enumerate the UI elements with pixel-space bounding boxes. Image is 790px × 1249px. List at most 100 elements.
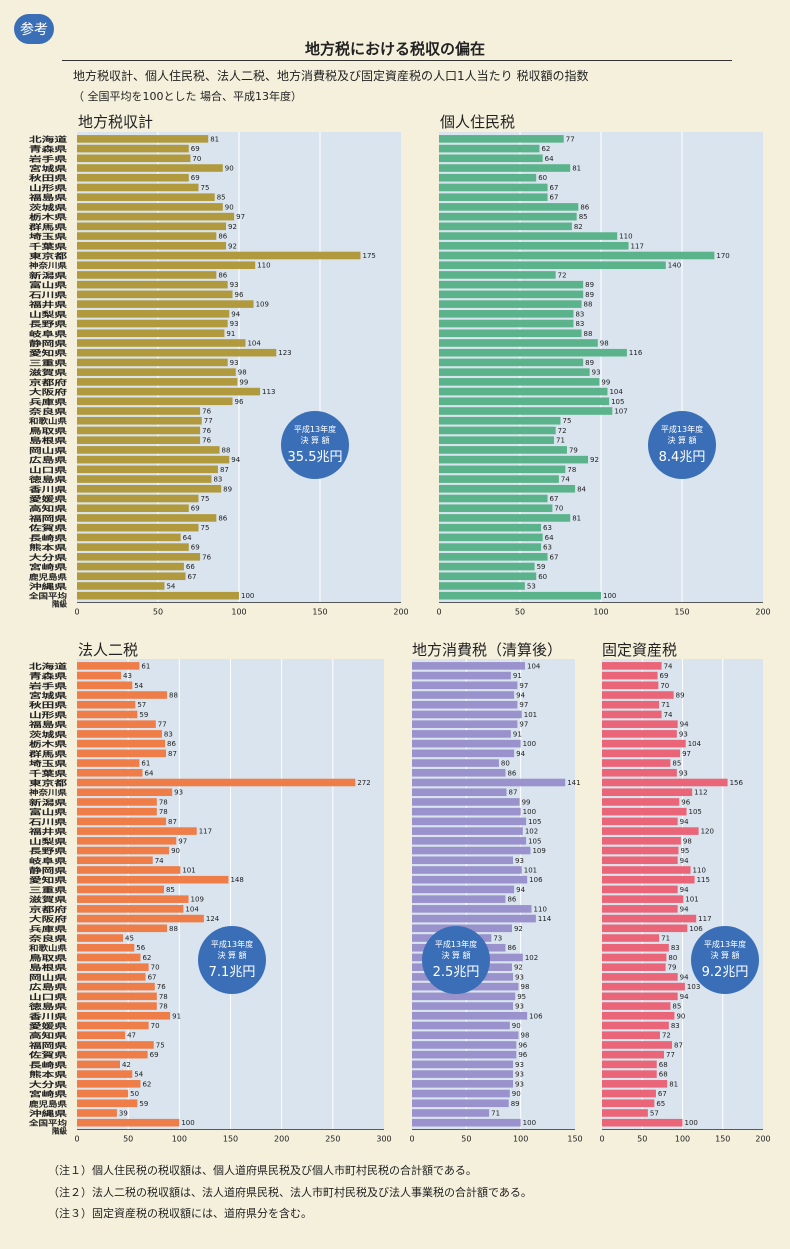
data-label: 86	[218, 514, 227, 522]
data-label: 83	[575, 320, 584, 328]
category-label: 栃木県	[29, 739, 68, 749]
tick-label: 50	[637, 1135, 647, 1144]
bar	[412, 866, 522, 874]
bar	[439, 144, 540, 153]
bar	[602, 905, 678, 913]
bar	[439, 475, 559, 483]
data-label: 93	[515, 857, 524, 865]
bar	[77, 212, 235, 221]
bar	[602, 895, 684, 903]
data-label: 94	[516, 750, 525, 758]
data-label: 85	[217, 194, 226, 202]
bar	[439, 533, 543, 542]
bar	[439, 251, 715, 260]
data-label: 59	[139, 711, 148, 719]
category-label: 三重県	[29, 884, 68, 894]
bar	[602, 1089, 656, 1098]
bar	[77, 671, 122, 680]
bar	[77, 963, 149, 971]
data-label: 109	[532, 847, 545, 855]
tick-label: 0	[74, 1135, 79, 1144]
data-label: 112	[694, 789, 707, 797]
data-label: 117	[631, 242, 644, 250]
data-label: 83	[671, 944, 680, 952]
bar	[439, 553, 548, 561]
data-label: 75	[201, 184, 210, 192]
bar	[439, 280, 584, 289]
category-label: 滋賀県	[29, 894, 68, 904]
data-label: 101	[524, 866, 537, 874]
data-label: 106	[529, 1012, 543, 1020]
data-label: 93	[592, 369, 601, 377]
tick-label: 50	[461, 1135, 471, 1144]
callout-line1: 平成13年度	[704, 939, 746, 949]
bar	[412, 788, 507, 797]
bar	[412, 1011, 528, 1020]
bar	[412, 720, 518, 728]
data-label: 54	[166, 582, 175, 590]
data-label: 107	[614, 408, 627, 416]
data-label: 89	[676, 692, 685, 700]
data-label: 114	[538, 915, 552, 923]
data-label: 93	[174, 789, 183, 797]
category-label: 大阪府	[29, 914, 68, 924]
bar	[602, 992, 678, 1001]
category-label: 徳島県	[27, 1001, 68, 1011]
data-label: 105	[611, 398, 624, 406]
bar	[412, 662, 526, 670]
category-label: 福岡県	[27, 513, 68, 523]
category-label: 福井県	[27, 299, 68, 309]
data-label: 88	[169, 925, 178, 933]
callout-bubble	[691, 926, 759, 994]
bar	[439, 348, 627, 357]
bar	[439, 484, 576, 493]
bar	[77, 475, 212, 483]
tick-label: 250	[325, 1135, 340, 1144]
callout-bubble	[422, 926, 490, 994]
callout-line2: 決 算 額	[217, 950, 246, 960]
bar	[77, 1050, 148, 1059]
data-label: 59	[537, 563, 546, 571]
tick-label: 0	[409, 1135, 414, 1144]
bar	[412, 827, 523, 835]
bar	[77, 1099, 138, 1108]
data-label: 95	[680, 847, 689, 855]
category-label: 和歌山県	[29, 416, 68, 426]
bar	[77, 368, 236, 376]
bar	[412, 691, 515, 699]
category-label: 香川県	[27, 484, 68, 494]
category-label: 北海道	[29, 661, 68, 671]
bar	[77, 681, 133, 690]
category-label: 愛知県	[29, 875, 68, 885]
bar	[412, 846, 531, 855]
category-label: 京都府	[29, 377, 68, 387]
category-label: 埼玉県	[29, 758, 68, 768]
category-label: 茨城県	[29, 729, 68, 739]
data-label: 104	[688, 740, 702, 748]
reference-badge: 参考	[14, 14, 54, 44]
data-label: 103	[687, 983, 700, 991]
data-label: 75	[156, 1041, 165, 1049]
callout-line2: 決 算 額	[710, 950, 739, 960]
category-label: 兵庫県	[29, 923, 68, 933]
tick-label: 0	[74, 608, 79, 617]
bar	[77, 319, 228, 328]
plot-area-4	[412, 659, 575, 1130]
bar	[602, 807, 687, 816]
category-label: 岐阜県	[29, 855, 68, 865]
tick-label: 150	[567, 1135, 582, 1144]
data-label: 96	[518, 1051, 527, 1059]
data-label: 76	[157, 983, 166, 991]
bar	[602, 827, 699, 835]
category-label: 長崎県	[29, 1059, 68, 1069]
data-label: 94	[680, 886, 689, 894]
data-label: 77	[666, 1051, 675, 1059]
data-label: 90	[225, 165, 234, 173]
data-label: 74	[664, 662, 673, 670]
data-label: 67	[148, 973, 157, 981]
bar	[77, 1080, 141, 1088]
bar	[77, 280, 228, 289]
data-label: 100	[523, 1119, 536, 1127]
bar	[602, 1031, 660, 1040]
callout-bubble	[281, 411, 349, 479]
